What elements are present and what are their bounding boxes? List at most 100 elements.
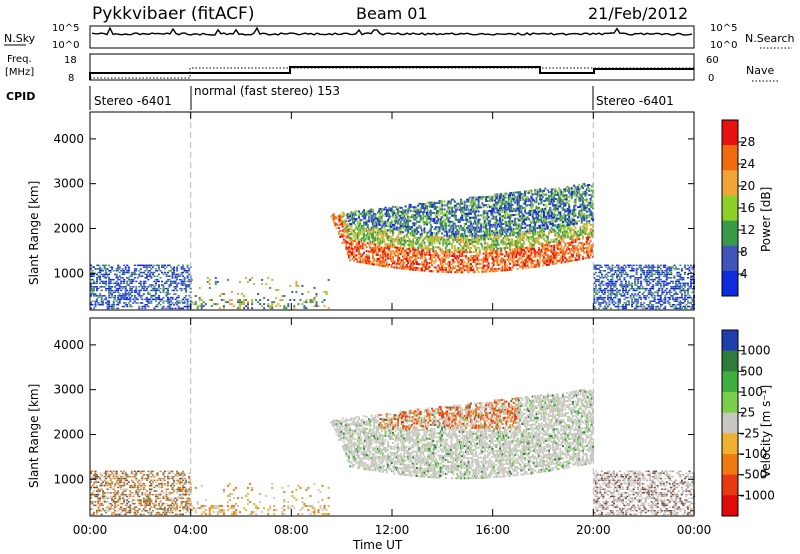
data-cell: [150, 300, 153, 302]
data-cell: [114, 282, 117, 284]
data-cell: [344, 231, 347, 234]
data-cell: [589, 201, 592, 204]
data-cell: [616, 277, 618, 279]
data-cell: [490, 197, 493, 200]
data-cell: [395, 216, 398, 219]
data-cell: [471, 234, 474, 237]
data-cell: [154, 291, 157, 293]
data-cell: [349, 243, 352, 246]
data-cell: [573, 210, 576, 213]
data-cell: [477, 238, 480, 241]
data-cell: [150, 277, 153, 279]
data-cell: [424, 235, 427, 238]
data-cell: [115, 282, 118, 284]
data-cell: [609, 270, 612, 272]
data-cell: [574, 226, 577, 229]
data-cell: [522, 202, 525, 205]
data-cell: [579, 227, 582, 230]
data-cell: [354, 238, 357, 240]
data-cell: [500, 201, 503, 204]
data-cell: [461, 214, 464, 217]
data-cell: [553, 246, 556, 249]
data-cell: [186, 302, 189, 304]
data-cell: [475, 248, 478, 251]
data-cell: [476, 224, 479, 227]
data-cell: [441, 200, 444, 203]
data-cell: [570, 235, 573, 238]
data-cell: [183, 296, 186, 299]
data-cell: [507, 202, 510, 205]
data-cell: [177, 296, 180, 299]
data-cell: [529, 254, 532, 257]
data-cell: [471, 226, 474, 229]
data-cell: [539, 190, 542, 193]
data-cell: [593, 282, 596, 284]
data-cell: [585, 224, 588, 227]
data-cell: [548, 197, 550, 200]
data-cell: [431, 270, 433, 273]
data-cell: [551, 216, 554, 219]
data-cell: [496, 207, 499, 210]
data-cell: [397, 260, 399, 263]
data-cell: [548, 257, 550, 260]
data-cell: [120, 280, 123, 283]
data-cell: [124, 287, 127, 290]
data-cell: [365, 250, 368, 253]
data-cell: [422, 229, 425, 232]
data-cell: [531, 197, 534, 200]
data-cell: [438, 200, 441, 203]
data-cell: [456, 271, 459, 274]
data-cell: [582, 225, 584, 228]
data-cell: [358, 248, 360, 251]
data-cell: [466, 228, 469, 231]
data-cell: [148, 298, 151, 301]
data-cell: [388, 255, 391, 258]
data-cell: [611, 266, 614, 268]
data-cell: [569, 251, 572, 254]
data-cell: [373, 217, 376, 220]
data-cell: [548, 203, 550, 206]
data-cell: [364, 257, 367, 260]
data-cell: [431, 201, 433, 204]
data-cell: [587, 188, 589, 191]
data-cell: [502, 223, 505, 225]
data-cell: [390, 239, 393, 242]
data-cell: [356, 220, 359, 223]
data-cell: [437, 202, 440, 205]
data-cell: [560, 239, 563, 242]
data-cell: [413, 208, 416, 211]
data-cell: [165, 295, 168, 297]
data-cell: [461, 202, 464, 205]
data-cell: [575, 220, 578, 223]
data-cell: [504, 222, 506, 225]
data-cell: [355, 244, 358, 247]
data-cell: [463, 228, 466, 231]
data-cell: [271, 307, 274, 310]
data-cell: [190, 301, 193, 304]
data-cell: [524, 261, 527, 263]
data-cell: [550, 208, 553, 211]
data-cell: [109, 287, 112, 290]
data-cell: [444, 226, 447, 229]
data-cell: [441, 252, 444, 255]
data-cell: [500, 259, 503, 262]
data-cell: [461, 233, 464, 235]
data-cell: [566, 208, 569, 210]
data-cell: [456, 251, 459, 254]
data-cell: [574, 249, 577, 251]
data-cell: [442, 228, 445, 231]
data-cell: [497, 221, 500, 224]
data-cell: [402, 223, 405, 226]
data-cell: [603, 270, 606, 272]
data-cell: [96, 282, 98, 284]
data-cell: [454, 237, 457, 239]
data-cell: [117, 284, 120, 286]
data-cell: [554, 210, 557, 213]
data-cell: [427, 239, 430, 242]
data-cell: [383, 240, 386, 243]
data-cell: [423, 259, 426, 262]
data-cell: [486, 234, 489, 237]
data-cell: [168, 298, 171, 301]
data-cell: [575, 232, 578, 235]
data-cell: [263, 303, 266, 306]
